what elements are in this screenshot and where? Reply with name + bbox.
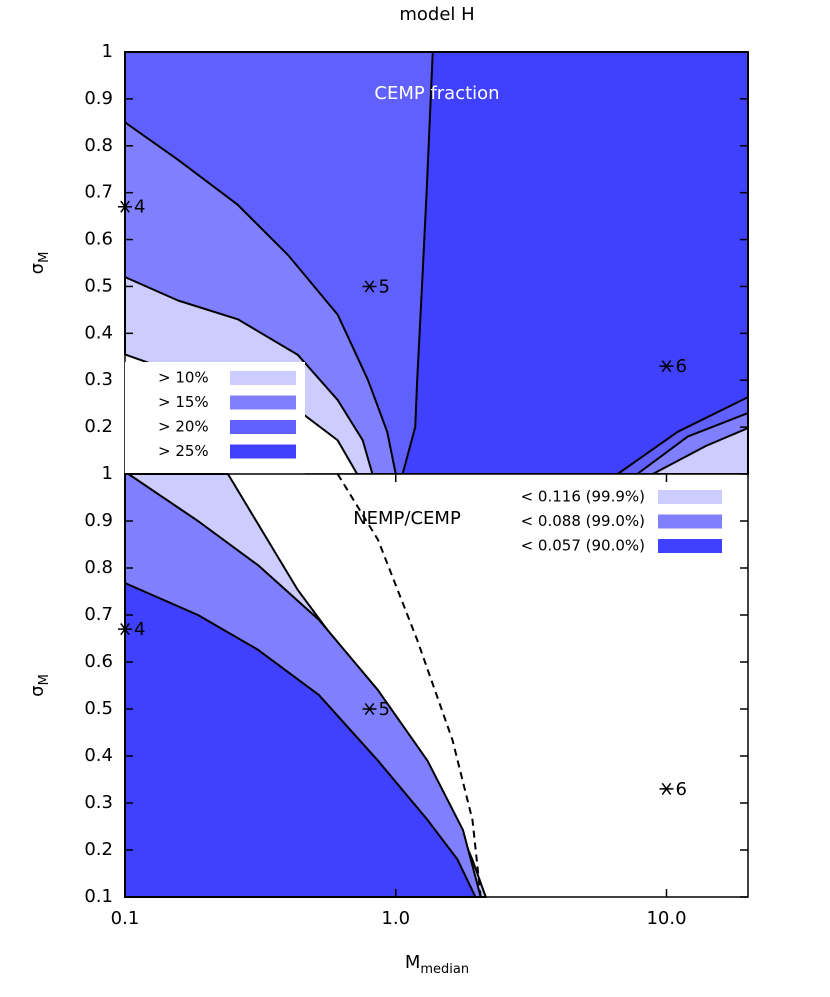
point-label: 4 — [134, 197, 145, 218]
legend-label: < 0.057 (90.0%) — [521, 537, 645, 555]
point-label: 5 — [379, 276, 390, 297]
annotation: CEMP fraction — [374, 83, 499, 104]
star-marker — [118, 623, 132, 636]
contour-region — [124, 582, 477, 898]
legend-label: > 25% — [158, 442, 209, 460]
point-label: 6 — [675, 356, 686, 377]
star-marker — [362, 280, 377, 293]
legend-swatch — [230, 395, 296, 410]
x-tick-label: 1.0 — [381, 908, 410, 929]
contour-line — [336, 473, 482, 898]
y-axis-label-text: σ — [27, 263, 48, 274]
legend-swatch — [658, 514, 722, 529]
x-axis-label-sub: median — [420, 962, 469, 977]
y-tick-label: 0.7 — [84, 604, 113, 625]
y-axis-label-sub: M — [37, 252, 52, 263]
legend-swatch — [230, 371, 296, 385]
star-marker — [362, 702, 377, 716]
y-tick-label: 0.8 — [84, 557, 113, 578]
y-tick-label: 0.9 — [84, 510, 113, 531]
point-label: 5 — [379, 699, 390, 720]
y-tick-label: 0.4 — [84, 745, 113, 766]
y-tick-label: 0.2 — [84, 839, 113, 860]
legend-label: < 0.116 (99.9%) — [521, 488, 645, 506]
plot-frame — [124, 473, 749, 898]
legend-swatch — [658, 490, 722, 504]
legend-label: > 20% — [158, 418, 209, 436]
chart-title: model H — [399, 4, 474, 25]
legend-label: > 10% — [158, 369, 209, 387]
y-tick-label: 0.3 — [84, 792, 113, 813]
y-axis-label: σM — [27, 674, 52, 697]
legend-label: < 0.088 (99.0%) — [521, 512, 645, 530]
y-tick-label: 0.8 — [84, 135, 113, 156]
legend-swatch — [230, 420, 296, 434]
y-axis-label-text: σ — [27, 685, 48, 696]
annotation: NEMP/CEMP — [353, 508, 461, 529]
x-tick-label: 0.1 — [111, 908, 140, 929]
y-tick-label: 0.1 — [84, 886, 113, 907]
y-tick-label: 0.6 — [84, 229, 113, 250]
contour-region — [401, 51, 749, 475]
y-tick-label: 1 — [102, 41, 113, 62]
point-label: 6 — [675, 779, 686, 800]
star-marker — [659, 782, 674, 795]
y-tick-label: 0.6 — [84, 651, 113, 672]
x-axis-label-text: M — [405, 952, 421, 973]
x-tick-label: 10.0 — [646, 908, 686, 929]
star-marker — [659, 360, 674, 373]
y-tick-label: 0.3 — [84, 369, 113, 390]
y-tick-label: 0.5 — [84, 698, 113, 719]
legend-label: > 15% — [158, 393, 209, 411]
y-tick-label: 1 — [102, 463, 113, 484]
legend-swatch — [658, 539, 722, 553]
y-tick-label: 0.4 — [84, 322, 113, 343]
y-axis-label-sub: M — [37, 674, 52, 685]
point-label: 4 — [134, 619, 145, 640]
y-axis-label: σM — [27, 252, 52, 275]
x-axis-label: Mmedian — [405, 952, 469, 977]
legend-swatch — [230, 444, 296, 459]
y-tick-label: 0.2 — [84, 416, 113, 437]
star-marker — [118, 200, 132, 213]
y-tick-label: 0.5 — [84, 275, 113, 296]
y-tick-label: 0.9 — [84, 88, 113, 109]
y-tick-label: 0.7 — [84, 182, 113, 203]
